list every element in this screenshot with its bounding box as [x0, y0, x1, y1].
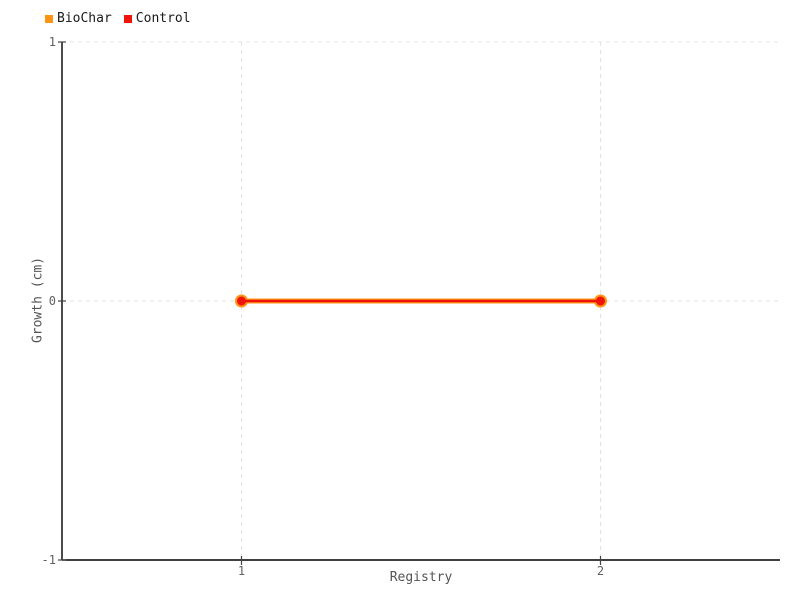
legend-label-biochar: BioChar [57, 11, 112, 26]
x-tick-label: 1 [238, 564, 245, 578]
legend-label-control: Control [135, 11, 191, 26]
data-point-control [596, 296, 605, 306]
legend-swatch-control [123, 14, 132, 23]
y-tick-label: 1 [49, 35, 56, 49]
y-tick-label: -1 [42, 553, 56, 567]
data-point-control [237, 296, 246, 306]
x-axis-title: Registry [389, 570, 453, 585]
legend-swatch-biochar [45, 14, 53, 23]
legend-item-biochar: BioChar [45, 12, 112, 25]
y-tick-label: 0 [49, 294, 56, 308]
y-axis-title: Growth (cm) [30, 256, 46, 344]
chart-legend: BioChar Control [45, 12, 191, 25]
x-tick-label: 2 [597, 564, 604, 578]
legend-item-control: Control [123, 11, 191, 26]
